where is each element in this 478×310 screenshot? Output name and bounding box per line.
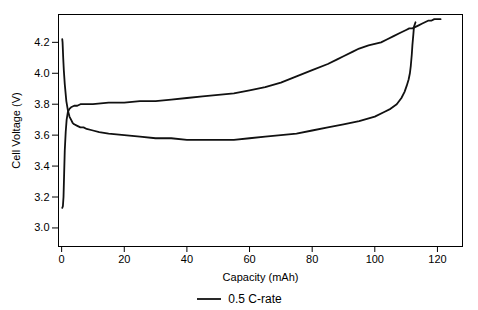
svg-text:3.4: 3.4 (34, 160, 49, 172)
svg-text:40: 40 (181, 253, 193, 265)
svg-text:0: 0 (59, 253, 65, 265)
svg-text:Cell Voltage (V): Cell Voltage (V) (10, 92, 22, 168)
svg-text:3.8: 3.8 (34, 98, 49, 110)
svg-text:3.6: 3.6 (34, 129, 49, 141)
svg-text:120: 120 (428, 253, 446, 265)
svg-text:3.0: 3.0 (34, 221, 49, 233)
svg-text:80: 80 (306, 253, 318, 265)
html-text:0.5 C-rate: 0.5 C-rate (228, 292, 282, 306)
svg-text:4.2: 4.2 (34, 36, 49, 48)
svg-text:60: 60 (243, 253, 255, 265)
svg-text:3.2: 3.2 (34, 191, 49, 203)
svg-text:20: 20 (118, 253, 130, 265)
svg-text:4.0: 4.0 (34, 67, 49, 79)
svg-text:Capacity (mAh): Capacity (mAh) (223, 271, 299, 283)
svg-text:100: 100 (366, 253, 384, 265)
